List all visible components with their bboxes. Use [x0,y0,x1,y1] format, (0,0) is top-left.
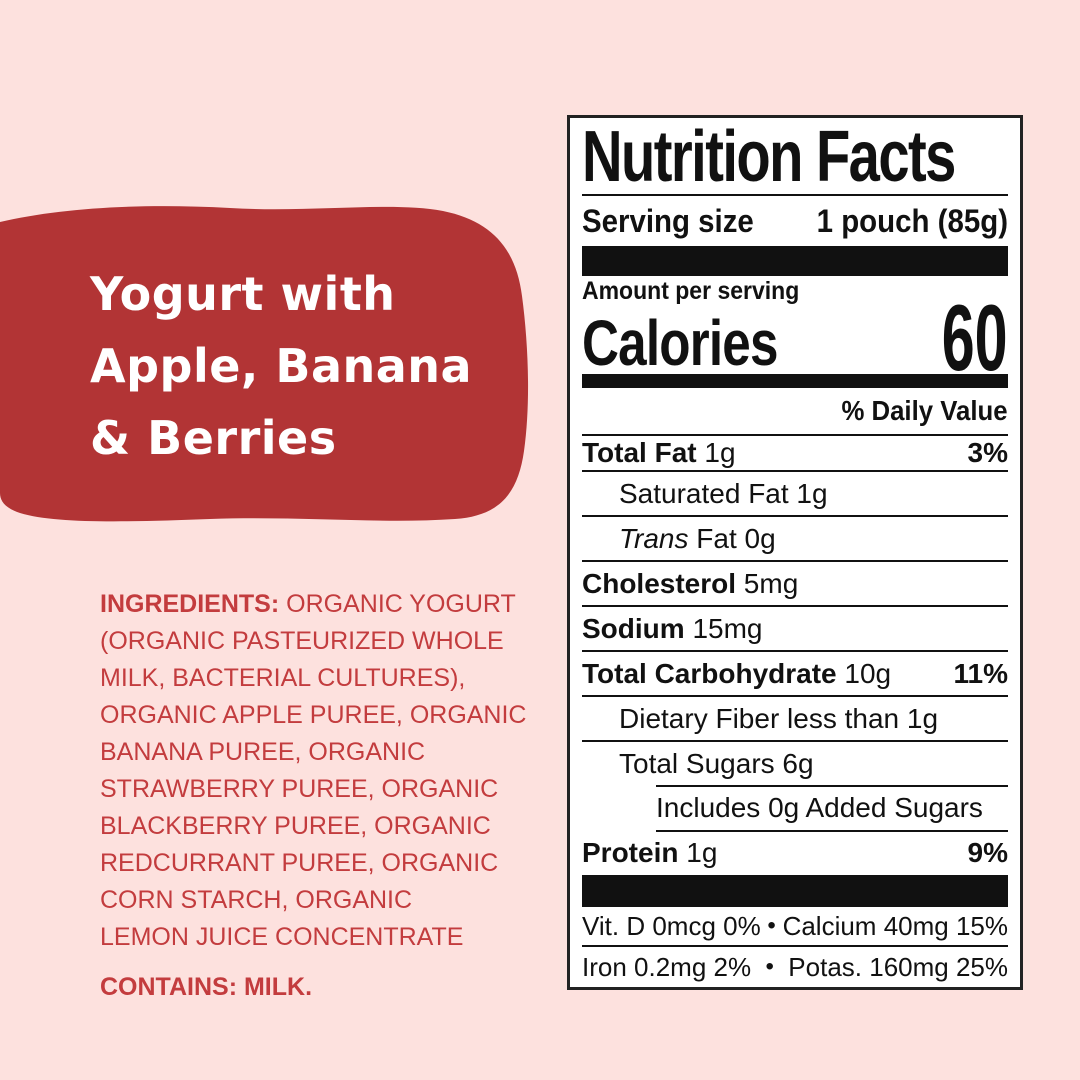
bullet-separator: • [765,953,774,980]
nutrient-row-saturated-fat: Saturated Fat 1g [582,470,1008,515]
nutrient-row-trans-fat: Trans Fat 0g [582,515,1008,560]
product-title-blob [0,200,532,532]
nutrient-amount: less than 1g [779,702,939,734]
nutrient-dv: 9% [967,836,1008,868]
nutrient-name-bold: Sodium [582,612,685,644]
thin-divider-bar [582,374,1008,388]
calories-value: 60 [942,285,1008,390]
nutrition-facts-title-text: Nutrition Facts [582,118,956,196]
nutrient-amount: Fat 0g [688,522,776,554]
serving-size-row: Serving size 1 pouch (85g) [582,196,1008,246]
nutrient-row-sodium: Sodium 15mg [582,605,1008,650]
amount-per-serving-text: Amount per serving [582,277,800,305]
product-title-line: Yogurt with [90,267,396,321]
nutrient-dv: 3% [967,437,1008,468]
micronutrient-row-1: Vit. D 0mcg 0% • Calcium 40mg 15% [582,907,1008,945]
nutrient-row-added-sugars: Includes 0g Added Sugars [582,785,1008,830]
nutrient-row-dietary-fiber: Dietary Fiber less than 1g [582,695,1008,740]
nutrient-name: Total Fat 1g [582,437,736,469]
nutrient-name-text: Includes 0g Added Sugars [656,791,983,823]
nutrient-name: Saturated Fat 1g [582,478,828,510]
ingredients-line: LEMON JUICE CONCENTRATE [100,923,464,951]
ingredients-line: MILK, BACTERIAL CULTURES), [100,664,466,692]
nutrient-dv: 11% [953,657,1009,689]
ingredients-line-text: ORGANIC YOGURT [286,590,516,618]
nutrient-row-protein: Protein 1g 9% [582,830,1008,875]
ingredients-line: (ORGANIC PASTEURIZED WHOLE [100,627,504,655]
nutrition-facts-label: Nutrition Facts Serving size 1 pouch (85… [567,115,1023,990]
nutrient-name: Sodium 15mg [582,613,763,645]
thick-divider-bar [582,875,1008,907]
nutrient-name: Trans Fat 0g [582,523,776,555]
micronutrient-right: Calcium 40mg 15% [782,910,1008,941]
contains-statement: CONTAINS: MILK. [100,973,313,1001]
calories-label: Calories [582,307,778,379]
serving-size-label: Serving size [582,202,754,239]
nutrient-amount: 1g [696,437,736,468]
nutrient-amount: 5mg [736,567,799,599]
nutrient-row-total-carbohydrate: Total Carbohydrate 10g 11% [582,650,1008,695]
nutrient-name-italic: Trans [619,522,689,554]
nutrient-name: Includes 0g Added Sugars [582,792,983,824]
ingredients-block: INGREDIENTS: ORGANIC YOGURT (ORGANIC PAS… [100,586,540,1006]
amount-per-serving-label: Amount per serving [582,278,1008,304]
ingredients-line: REDCURRANT PUREE, ORGANIC [100,849,499,877]
nutrient-row-total-fat: Total Fat 1g 3% [582,434,1008,470]
calories-row: Calories 60 [582,285,1008,390]
nutrient-amount: 1g [678,836,718,868]
nutrient-amount: 1g [788,477,828,509]
thick-divider-bar [582,246,1008,276]
ingredients-line: BANANA PUREE, ORGANIC [100,738,426,766]
nutrient-name: Protein 1g [582,837,717,869]
nutrient-name: Cholesterol 5mg [582,568,798,600]
daily-value-header: % Daily Value [582,388,1008,434]
nutrient-name: Dietary Fiber less than 1g [582,703,938,735]
nutrient-name: Total Sugars 6g [582,748,814,780]
product-title-line: & Berries [90,411,337,465]
blob-shape [0,206,529,522]
micronutrient-row-2: Iron 0.2mg 2% • Potas. 160mg 25% [582,945,1008,987]
micronutrient-left: Vit. D 0mcg 0% [582,910,761,941]
micronutrient-right: Potas. 160mg 25% [788,951,1008,982]
micronutrient-left: Iron 0.2mg 2% [582,951,752,982]
nutrient-row-total-sugars: Total Sugars 6g [582,740,1008,785]
bullet-separator: • [767,912,776,939]
nutrient-name-text: Saturated Fat [619,477,789,509]
daily-value-header-text: % Daily Value [841,395,1008,426]
nutrient-amount: 10g [836,657,892,689]
nutrient-name-text: Total Sugars [619,747,775,779]
product-title: Yogurt with Apple, Banana & Berries [90,258,472,474]
ingredients-line: BLACKBERRY PUREE, ORGANIC [100,812,491,840]
ingredients-line: INGREDIENTS: ORGANIC YOGURT [100,586,540,623]
ingredients-heading: INGREDIENTS: [100,590,280,618]
nutrient-name-text: Dietary Fiber [619,702,780,734]
nutrient-name-bold: Total Fat [582,437,697,468]
serving-size-value: 1 pouch (85g) [816,202,1008,239]
nutrient-amount: 15mg [684,612,763,644]
nutrient-name-bold: Total Carbohydrate [582,657,837,689]
ingredients-line: ORGANIC APPLE PUREE, ORGANIC [100,701,527,729]
nutrient-name: Total Carbohydrate 10g [582,658,891,690]
nutrient-row-cholesterol: Cholesterol 5mg [582,560,1008,605]
nutrient-name-bold: Protein [582,836,679,868]
nutrient-amount: 6g [774,747,814,779]
ingredients-line: CORN STARCH, ORGANIC [100,886,413,914]
blob-path [0,206,529,522]
nutrition-facts-title: Nutrition Facts [582,118,1008,196]
ingredients-line: STRAWBERRY PUREE, ORGANIC [100,775,499,803]
product-title-line: Apple, Banana [90,339,473,393]
nutrient-name-bold: Cholesterol [582,567,737,599]
